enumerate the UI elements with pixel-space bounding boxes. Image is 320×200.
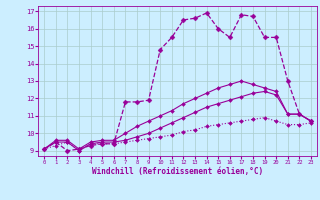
X-axis label: Windchill (Refroidissement éolien,°C): Windchill (Refroidissement éolien,°C) <box>92 167 263 176</box>
